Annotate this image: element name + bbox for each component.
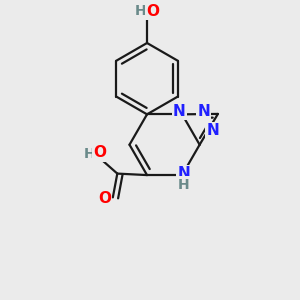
Text: H: H [135, 4, 146, 18]
Text: H: H [178, 178, 189, 192]
Text: N: N [177, 166, 190, 181]
Text: N: N [197, 104, 210, 119]
Text: N: N [173, 104, 185, 119]
Text: O: O [146, 4, 159, 19]
Text: O: O [94, 145, 106, 160]
Text: N: N [206, 123, 219, 138]
Text: O: O [98, 191, 111, 206]
Text: H: H [84, 147, 95, 161]
